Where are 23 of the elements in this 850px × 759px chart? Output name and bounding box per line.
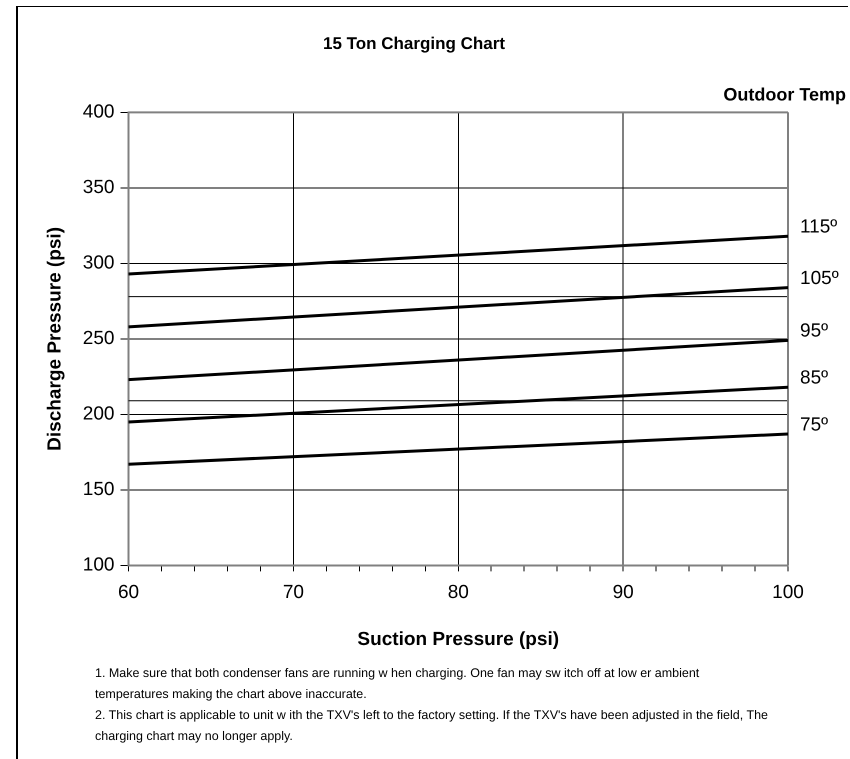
x-tick-label: 60 (118, 582, 140, 604)
x-tick-label: 80 (448, 582, 469, 604)
x-tick-label: 100 (772, 582, 804, 604)
y-tick-label: 300 (82, 252, 114, 274)
x-tick-label: 90 (612, 582, 634, 604)
series-label: 95º (800, 320, 828, 342)
series-label: 115º (800, 216, 838, 238)
y-axis-title: Discharge Pressure (psi) (44, 226, 66, 451)
text: 1. Make sure that both condenser fans are running w hen charging. One fan may sw itch off at low er ambient temperatures making the chart above inaccurate. (95, 665, 700, 703)
series-label: 75º (800, 414, 828, 436)
y-tick-label: 250 (82, 328, 114, 350)
series-label: 105º (800, 268, 839, 289)
y-tick-label: 150 (82, 479, 114, 500)
text: 2. This chart is applicable to unit w ith the TXV's left to the factory setting. If the TXV's have been adjusted in the field, The charging chart may no longer apply. (95, 707, 769, 745)
chart-title: 15 Ton Charging Chart (323, 34, 506, 53)
y-tick-label: 400 (82, 102, 114, 123)
legend-title: Outdoor Temp (723, 84, 846, 104)
y-tick-label: 350 (82, 177, 114, 198)
series-label: 85º (800, 367, 828, 388)
x-axis-title: Suction Pressure (psi) (357, 628, 560, 650)
x-tick-label: 70 (282, 582, 304, 604)
y-tick-label: 200 (82, 404, 114, 425)
y-tick-label: 100 (82, 554, 114, 576)
